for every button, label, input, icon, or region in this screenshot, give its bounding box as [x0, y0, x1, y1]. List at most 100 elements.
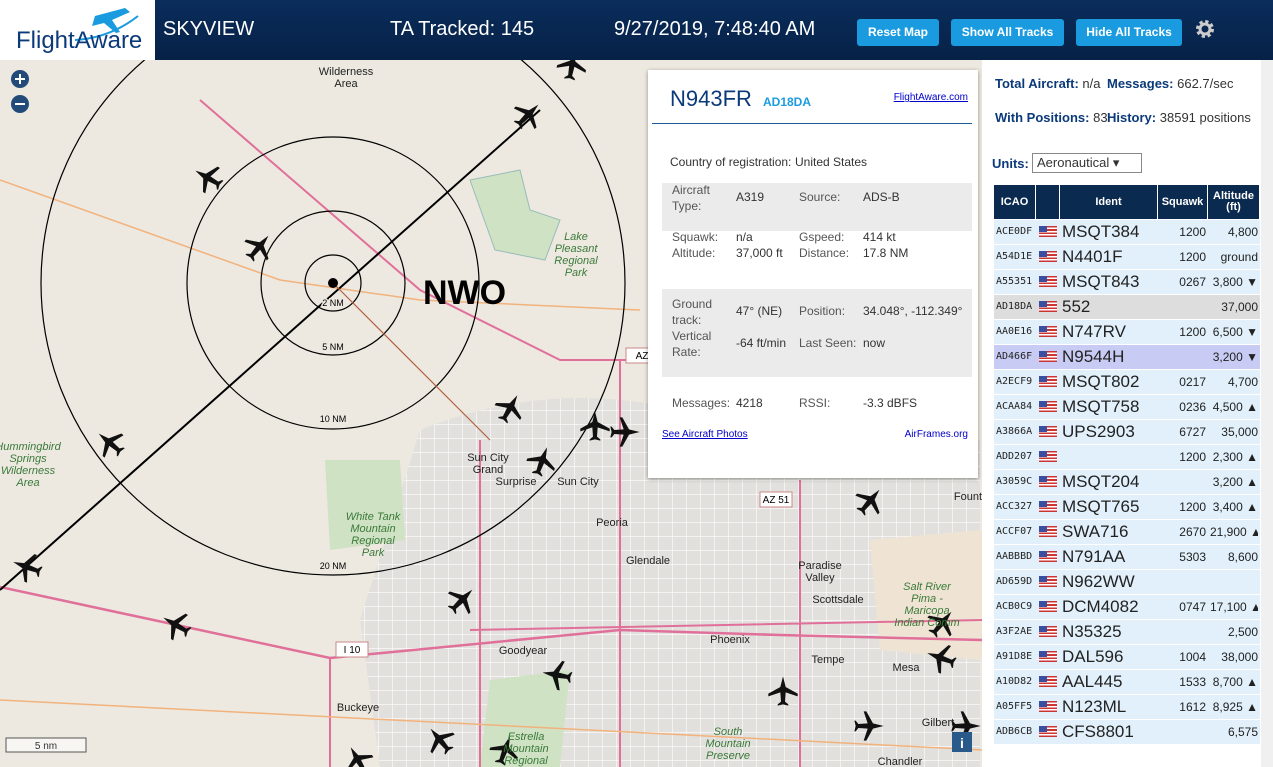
hide-tracks-button[interactable]: Hide All Tracks — [1076, 19, 1182, 46]
table-cell: N962WW — [1062, 572, 1135, 591]
table-cell: DAL596 — [1062, 647, 1124, 666]
table-row[interactable] — [994, 445, 1260, 469]
table-cell: A54D1E — [996, 251, 1033, 262]
table-row[interactable] — [994, 320, 1260, 344]
table-cell: ACE0DF — [996, 226, 1033, 237]
table-row[interactable] — [994, 695, 1260, 719]
flag-icon — [1039, 401, 1057, 412]
table-cell: MSQT758 — [1062, 397, 1140, 416]
place-label: Buckeye — [337, 702, 379, 714]
zoom-controls[interactable] — [11, 70, 29, 113]
stat: History: 38591 positions — [1107, 110, 1252, 125]
scale-label: 5 nm — [35, 741, 57, 752]
flag-icon — [1039, 651, 1057, 662]
table-cell: 6,500 ▼ — [1212, 325, 1258, 339]
flag-icon — [1039, 301, 1057, 312]
table-row[interactable] — [994, 545, 1260, 569]
table-row[interactable] — [994, 395, 1260, 419]
table-cell: 21,900 ▲ — [1210, 525, 1258, 539]
table-row[interactable] — [994, 420, 1260, 444]
table-row[interactable] — [994, 470, 1260, 494]
units-select[interactable]: Aeronautical ▾ — [1032, 153, 1143, 173]
table-cell: N35325 — [1062, 622, 1122, 641]
table-cell: 1004 — [1179, 650, 1206, 664]
column-header — [1036, 185, 1059, 219]
place-label: White Tank Mountain Regional Park — [346, 511, 401, 559]
column-header: Squawk — [1158, 185, 1207, 219]
logo[interactable]: FlightAware — [0, 0, 155, 60]
settings-icon[interactable] — [1193, 17, 1217, 41]
info-button[interactable] — [952, 732, 972, 752]
show-tracks-button[interactable]: Show All Tracks — [951, 19, 1064, 46]
table-cell: 0217 — [1179, 375, 1206, 389]
table-row[interactable] — [994, 495, 1260, 519]
table-cell: N791AA — [1062, 547, 1126, 566]
table-cell: 0236 — [1179, 400, 1206, 414]
place-label: Sun City — [557, 476, 599, 488]
flag-icon — [1039, 676, 1057, 687]
table-cell: SWA716 — [1062, 522, 1129, 541]
table-cell: DCM4082 — [1062, 597, 1139, 616]
road-shield — [335, 641, 369, 658]
table-row[interactable] — [994, 570, 1260, 594]
place-label: Glendale — [626, 555, 670, 567]
table-cell: MSQT802 — [1062, 372, 1140, 391]
table-row[interactable] — [994, 370, 1260, 394]
table-row[interactable] — [994, 720, 1260, 744]
table-row[interactable] — [994, 520, 1260, 544]
airframes-link[interactable]: AirFrames.org — [904, 429, 968, 440]
popup-band — [662, 289, 972, 377]
stat-label: Total Aircraft: — [995, 76, 1079, 91]
datetime: 9/27/2019, 7:48:40 AM — [614, 18, 816, 40]
table-cell: 35,000 — [1221, 425, 1258, 439]
table-cell: ACC327 — [996, 501, 1033, 512]
stat-value: n/a — [1082, 76, 1101, 91]
info-icon: i — [960, 735, 964, 751]
scrollbar[interactable] — [1261, 60, 1273, 767]
photos-link[interactable]: See Aircraft Photos — [662, 429, 748, 440]
popup-field-value: 4218 — [736, 396, 763, 410]
table-row[interactable] — [994, 270, 1260, 294]
header: FlightAware SKYVIEW TA Tracked: 145 9/27… — [0, 0, 1273, 60]
table-cell: N4401F — [1062, 247, 1123, 266]
flag-icon — [1039, 726, 1057, 737]
table-row[interactable] — [994, 245, 1260, 269]
place-label: South Mountain Preserve — [705, 726, 750, 762]
country-label: Country of registration: — [670, 155, 792, 169]
table-cell: ground — [1220, 250, 1258, 264]
popup-field-value: n/a — [736, 230, 753, 244]
flag-icon — [1039, 501, 1057, 512]
table-row[interactable] — [994, 620, 1260, 644]
reset-map-button[interactable]: Reset Map — [857, 19, 939, 46]
park — [480, 670, 570, 767]
ring-label: 5 NM — [322, 342, 344, 352]
table-row[interactable] — [994, 220, 1260, 244]
flightaware-link[interactable]: FlightAware.com — [893, 92, 968, 103]
table-cell: A3059C — [996, 476, 1033, 487]
table-row[interactable] — [994, 295, 1260, 319]
popup-field-label: RSSI: — [799, 396, 831, 410]
table-cell: 8,925 ▲ — [1212, 700, 1258, 714]
table-cell: MSQT204 — [1062, 472, 1140, 491]
stat: Messages: 662.7/sec — [1107, 76, 1252, 91]
table-cell: 17,100 ▲ — [1210, 600, 1258, 614]
popup-field-value: -3.3 dBFS — [863, 396, 918, 410]
table-cell: 4,800 — [1227, 225, 1258, 239]
units-label: Units: — [992, 156, 1029, 171]
flag-icon — [1039, 476, 1057, 487]
flag-icon — [1039, 451, 1057, 462]
place-label: Surprise — [496, 476, 537, 488]
flag-icon — [1039, 226, 1057, 237]
app-name: SKYVIEW — [163, 18, 255, 40]
popup-field-label: Aircraft Type: — [672, 183, 711, 213]
table-row[interactable] — [994, 670, 1260, 694]
table-cell: 3,400 ▲ — [1212, 500, 1258, 514]
table-row[interactable] — [994, 595, 1260, 619]
table-cell: 1200 — [1179, 500, 1206, 514]
table-row[interactable] — [994, 645, 1260, 669]
logo-icon — [74, 8, 139, 41]
place-label: EstrellaMountainRegionalPark — [503, 731, 548, 767]
flag-icon — [1039, 276, 1057, 287]
place-label: Peoria — [596, 517, 629, 529]
table-row[interactable] — [994, 345, 1260, 369]
